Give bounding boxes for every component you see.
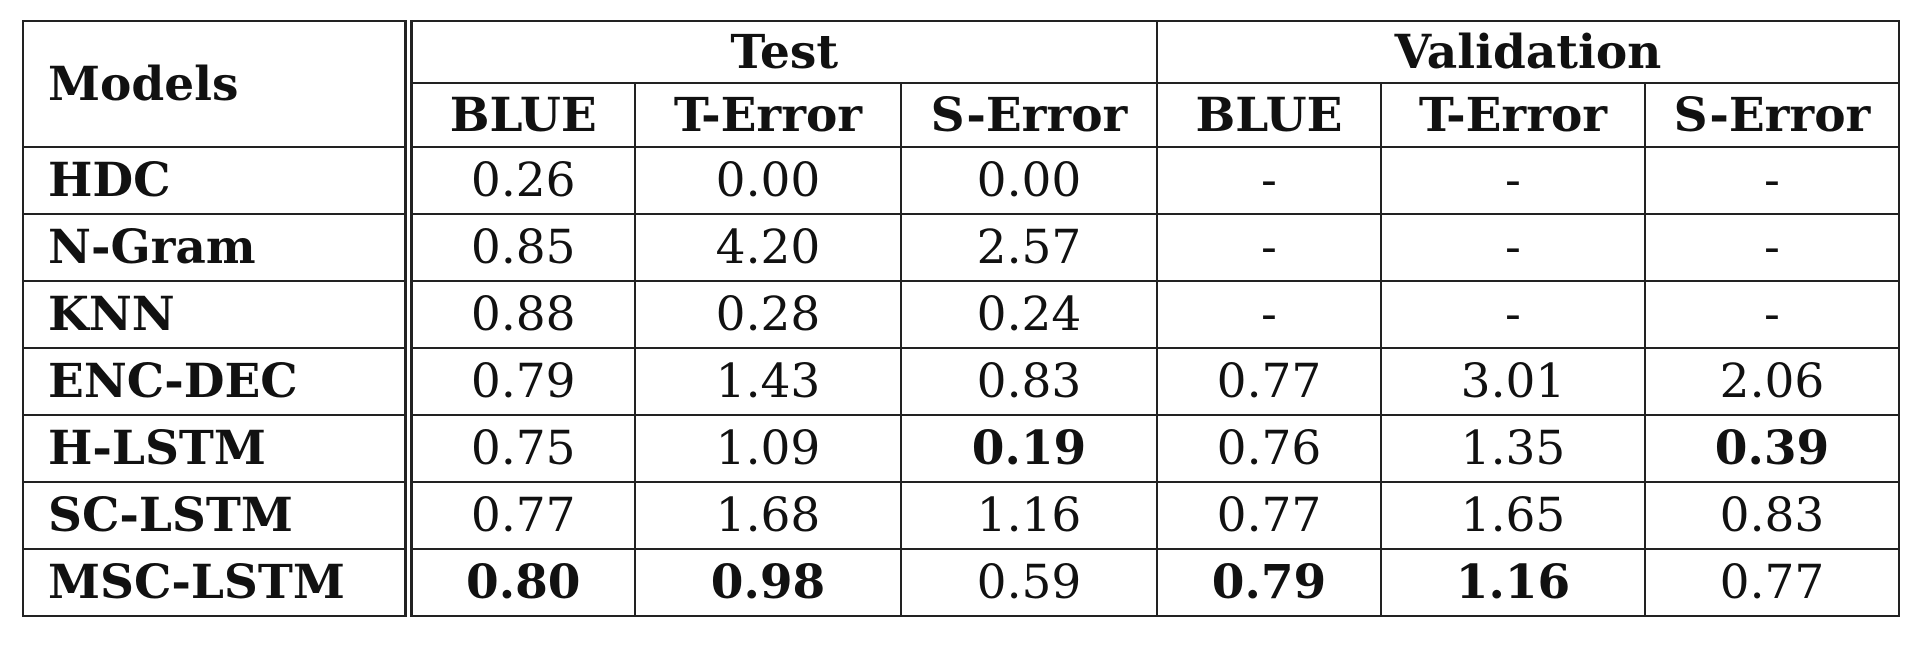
value-cell: 4.20 xyxy=(634,213,902,282)
value-cell: 1.16 xyxy=(900,481,1158,550)
metric-header: T-Error xyxy=(634,82,902,148)
model-name-cell: HDC xyxy=(22,146,413,215)
table-row: ENC-DEC 0.79 1.43 0.83 0.77 3.01 2.06 xyxy=(22,347,1900,416)
value-cell: 0.24 xyxy=(900,280,1158,349)
table-row: SC-LSTM 0.77 1.68 1.16 0.77 1.65 0.83 xyxy=(22,481,1900,550)
results-table-wrapper: Models Test Validation BLUE T-Error S-Er… xyxy=(22,20,1900,617)
value-cell: - xyxy=(1380,280,1646,349)
metric-header: T-Error xyxy=(1380,82,1646,148)
value-cell: 0.98 xyxy=(634,548,902,617)
value-cell: 0.19 xyxy=(900,414,1158,483)
model-name-cell: SC-LSTM xyxy=(22,481,413,550)
value-cell: 1.43 xyxy=(634,347,902,416)
value-cell: 0.79 xyxy=(407,347,636,416)
value-cell: 0.77 xyxy=(1156,481,1382,550)
value-cell: - xyxy=(1644,213,1900,282)
test-group-header: Test xyxy=(407,20,1158,84)
metric-header: BLUE xyxy=(407,82,636,148)
table-row: H-LSTM 0.75 1.09 0.19 0.76 1.35 0.39 xyxy=(22,414,1900,483)
value-cell: 0.83 xyxy=(900,347,1158,416)
value-cell: 1.09 xyxy=(634,414,902,483)
metric-header: S-Error xyxy=(1644,82,1900,148)
value-cell: - xyxy=(1156,280,1382,349)
metric-header: S-Error xyxy=(900,82,1158,148)
table-row: KNN 0.88 0.28 0.24- - - xyxy=(22,280,1900,349)
value-cell: 0.80 xyxy=(407,548,636,617)
value-cell: 0.83 xyxy=(1644,481,1900,550)
model-name-cell: MSC-LSTM xyxy=(22,548,413,617)
value-cell: - xyxy=(1644,146,1900,215)
value-cell: 2.57 xyxy=(900,213,1158,282)
value-cell: 0.77 xyxy=(407,481,636,550)
table-row: MSC-LSTM 0.80 0.98 0.59 0.79 1.16 0.77 xyxy=(22,548,1900,617)
results-table: Models Test Validation BLUE T-Error S-Er… xyxy=(22,20,1900,617)
models-header: Models xyxy=(22,20,413,148)
value-cell: 1.68 xyxy=(634,481,902,550)
value-cell: 0.28 xyxy=(634,280,902,349)
value-cell: 0.76 xyxy=(1156,414,1382,483)
value-cell: - xyxy=(1156,213,1382,282)
value-cell: 0.79 xyxy=(1156,548,1382,617)
value-cell: 0.85 xyxy=(407,213,636,282)
validation-group-header: Validation xyxy=(1156,20,1900,84)
value-cell: - xyxy=(1380,213,1646,282)
value-cell: 1.16 xyxy=(1380,548,1646,617)
value-cell: - xyxy=(1380,146,1646,215)
value-cell: 0.59 xyxy=(900,548,1158,617)
model-name-cell: N-Gram xyxy=(22,213,413,282)
table-row: N-Gram 0.85 4.20 2.57- - - xyxy=(22,213,1900,282)
group-header-row: Models Test Validation xyxy=(22,20,1900,148)
table-body: HDC 0.26 0.00 0.00- - - N-Gram 0.85 4.20 2.57- - - K… xyxy=(22,146,1900,617)
model-name-cell: H-LSTM xyxy=(22,414,413,483)
model-name-cell: KNN xyxy=(22,280,413,349)
value-cell: 0.00 xyxy=(634,146,902,215)
value-cell: 3.01 xyxy=(1380,347,1646,416)
value-cell: 0.26 xyxy=(407,146,636,215)
value-cell: - xyxy=(1644,280,1900,349)
value-cell: 0.77 xyxy=(1156,347,1382,416)
value-cell: 1.35 xyxy=(1380,414,1646,483)
value-cell: 2.06 xyxy=(1644,347,1900,416)
metric-header-row: BLUE T-Error S-Error BLUE T-Error S-Erro… xyxy=(23,82,1900,148)
model-name-cell: ENC-DEC xyxy=(22,347,413,416)
value-cell: 1.65 xyxy=(1380,481,1646,550)
value-cell: 0.75 xyxy=(407,414,636,483)
table-row: HDC 0.26 0.00 0.00- - - xyxy=(22,146,1900,215)
value-cell: 0.39 xyxy=(1644,414,1900,483)
metric-header: BLUE xyxy=(1156,82,1382,148)
value-cell: 0.77 xyxy=(1644,548,1900,617)
value-cell: 0.88 xyxy=(407,280,636,349)
value-cell: - xyxy=(1156,146,1382,215)
value-cell: 0.00 xyxy=(900,146,1158,215)
